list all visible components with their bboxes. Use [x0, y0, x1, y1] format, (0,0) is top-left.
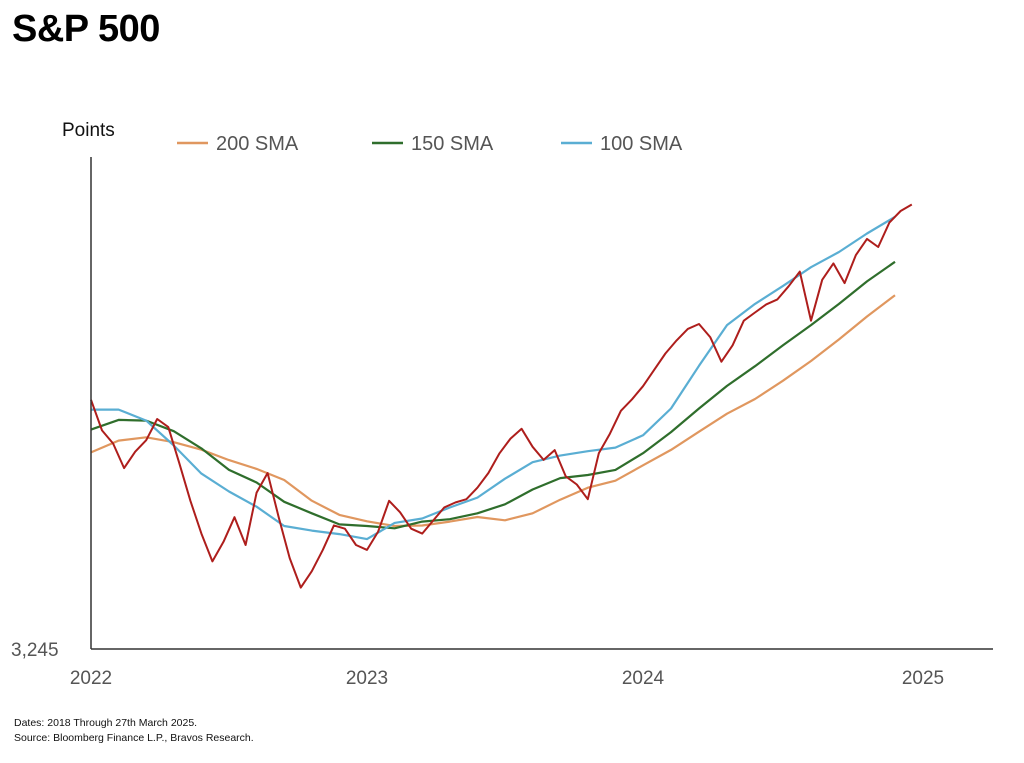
series-layer [90, 203, 913, 589]
dates-note: Dates: 2018 Through 27th March 2025. [14, 717, 198, 729]
line-100-sma [91, 215, 896, 541]
x-tick-label-2023: 2023 [346, 668, 388, 689]
footnotes: Dates: 2018 Through 27th March 2025. Sou… [14, 716, 254, 746]
y-axis-title: Points [62, 120, 115, 141]
y-tick-label: 3,245 [11, 640, 59, 661]
legend: 200 SMA 150 SMA 100 SMA [177, 133, 683, 155]
legend-label-100-sma: 100 SMA [600, 133, 683, 155]
x-tick-label-2022: 2022 [70, 668, 112, 689]
source-note: Source: Bloomberg Finance L.P., Bravos R… [14, 732, 254, 744]
x-tick-label-2025: 2025 [902, 668, 944, 689]
chart-title: S&P 500 [12, 8, 160, 50]
legend-label-200-sma: 200 SMA [216, 133, 299, 155]
x-tick-labels: 2022 2023 2024 2025 [70, 668, 944, 689]
legend-label-150-sma: 150 SMA [411, 133, 494, 155]
line-price [90, 203, 913, 589]
line-200-sma [90, 294, 896, 528]
chart: Points 200 SMA 150 SMA 100 SMA 3,245 202… [11, 120, 993, 689]
x-tick-label-2024: 2024 [622, 668, 665, 689]
line-150-sma [90, 260, 896, 530]
